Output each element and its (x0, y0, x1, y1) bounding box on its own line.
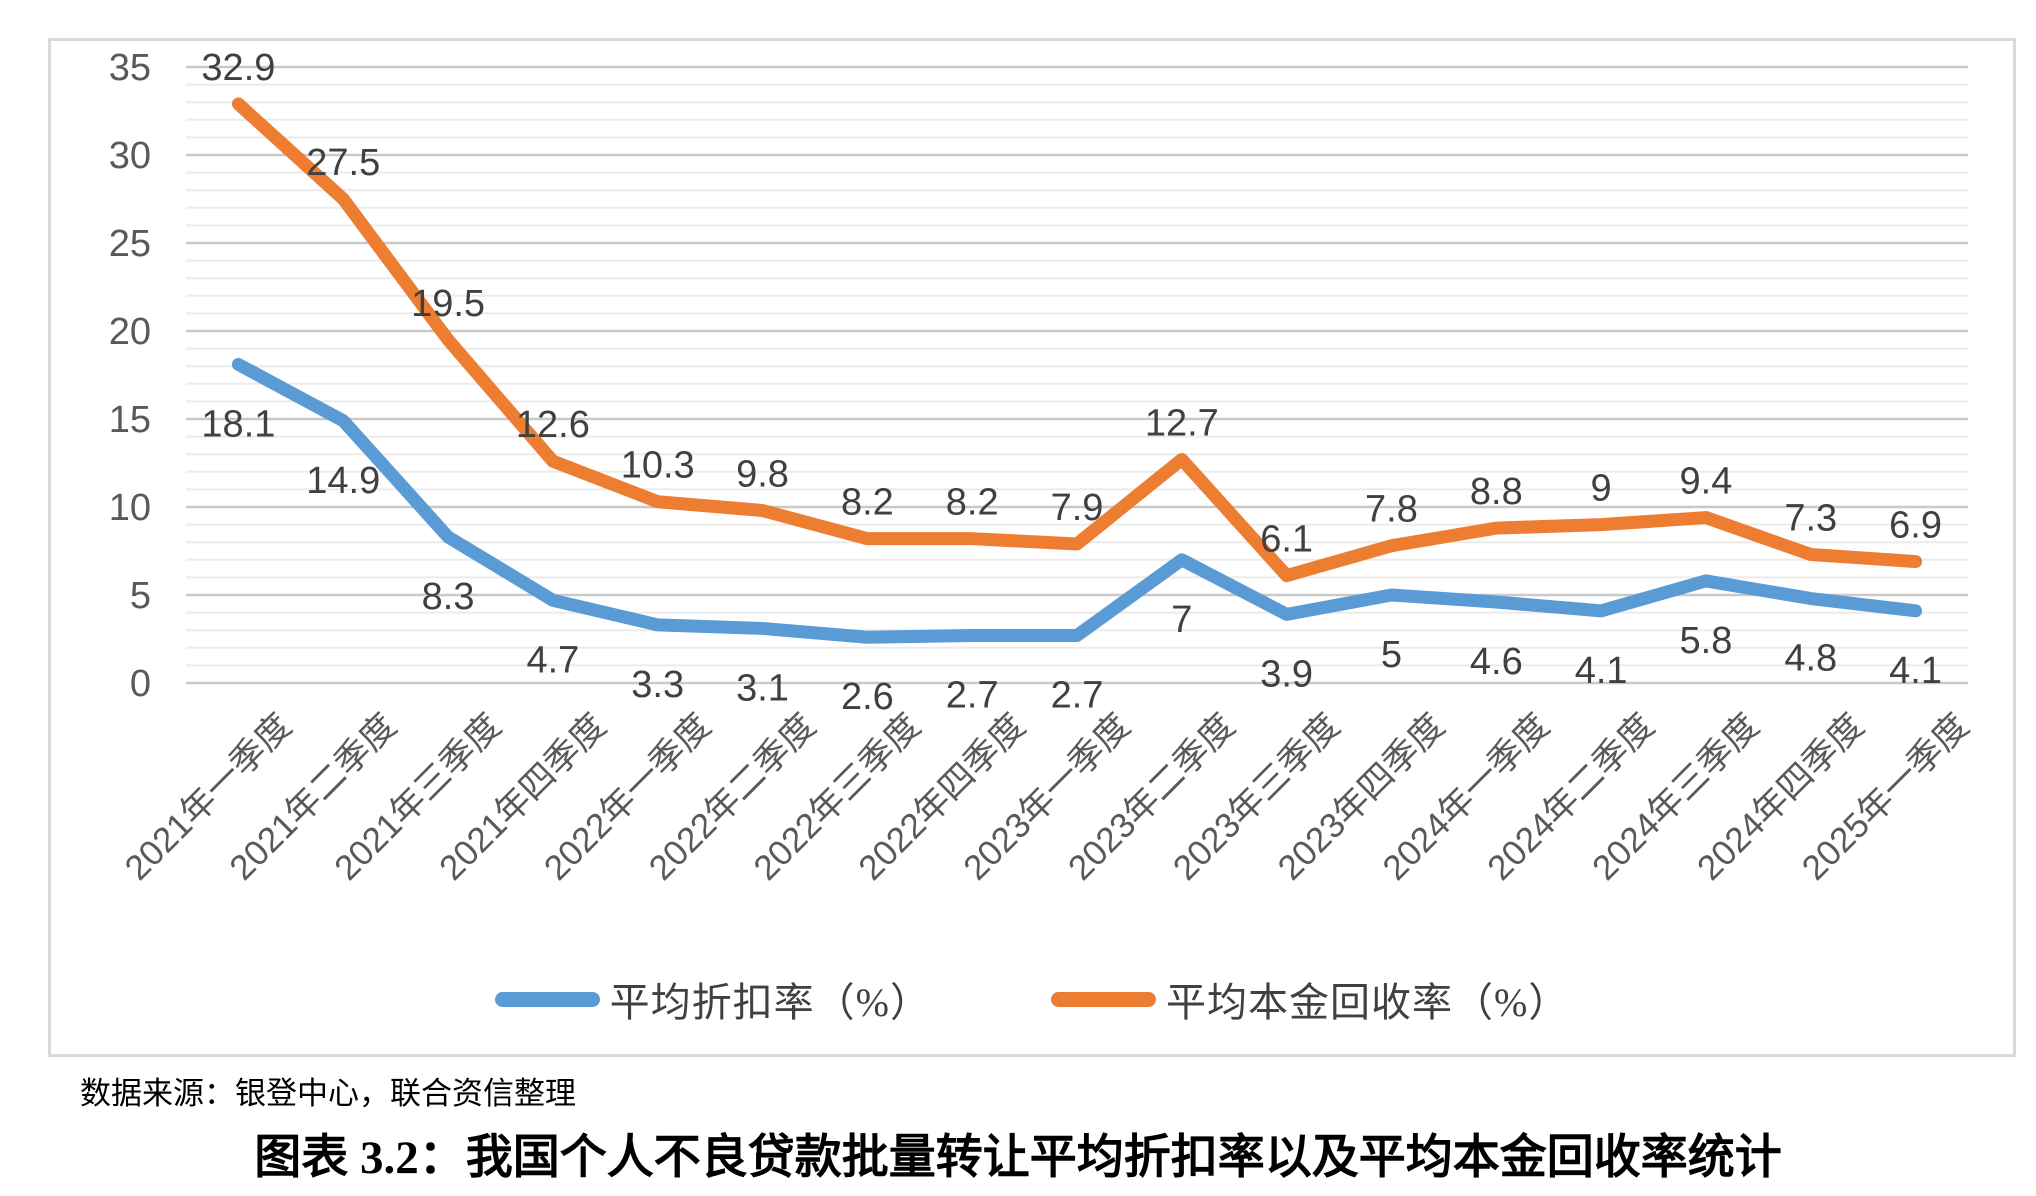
legend-swatch-discount-rate (494, 991, 600, 1007)
data-label-discount-rate: 4.8 (1784, 638, 1837, 680)
y-tick-label: 35 (109, 47, 151, 89)
data-label-principal-recovery-rate: 32.9 (201, 47, 275, 89)
legend-swatch-principal-recovery-rate (1051, 991, 1156, 1007)
y-tick-label: 5 (130, 575, 151, 617)
y-tick-label: 30 (109, 135, 151, 177)
y-tick-label: 25 (109, 223, 151, 265)
data-label-principal-recovery-rate: 12.7 (1145, 402, 1219, 444)
y-tick-label: 0 (130, 663, 151, 705)
data-label-discount-rate: 2.6 (841, 676, 894, 718)
data-label-discount-rate: 8.3 (422, 576, 475, 618)
chart-frame: 0 5 10 15 20 25 30 35 2021年一季度 2021年二季度 2021年三季度 20… (48, 38, 2016, 1057)
data-label-discount-rate: 5.8 (1680, 620, 1733, 662)
data-label-principal-recovery-rate: 19.5 (411, 283, 485, 325)
data-label-discount-rate: 2.7 (1051, 674, 1104, 716)
data-label-principal-recovery-rate: 12.6 (516, 404, 590, 446)
data-label-principal-recovery-rate: 9.8 (736, 454, 789, 496)
data-label-discount-rate: 14.9 (306, 460, 380, 502)
data-label-principal-recovery-rate: 8.8 (1470, 471, 1523, 513)
chart-caption: 图表 3.2：我国个人不良贷款批量转让平均折扣率以及平均本金回收率统计 (254, 1132, 1782, 1184)
data-label-discount-rate: 4.1 (1575, 650, 1628, 692)
data-label-principal-recovery-rate: 7.9 (1051, 487, 1104, 529)
y-tick-label: 15 (109, 399, 151, 441)
legend-item-principal-recovery-rate: 平均本金回收率（%） (1051, 970, 1569, 1028)
data-label-principal-recovery-rate: 7.8 (1365, 489, 1418, 531)
data-label-principal-recovery-rate: 7.3 (1784, 498, 1837, 540)
data-label-principal-recovery-rate: 8.2 (946, 482, 999, 524)
chart-legend: 平均折扣率（%） 平均本金回收率（%） (51, 970, 2013, 1028)
data-label-discount-rate: 2.7 (946, 674, 999, 716)
line-chart-plot: 051015202530352021年一季度2021年二季度2021年三季度20… (109, 47, 1977, 888)
y-tick-label: 20 (109, 311, 151, 353)
legend-item-discount-rate: 平均折扣率（%） (494, 970, 931, 1028)
data-label-principal-recovery-rate: 9 (1591, 468, 1612, 510)
data-label-principal-recovery-rate: 10.3 (621, 445, 695, 487)
data-label-principal-recovery-rate: 27.5 (306, 142, 380, 184)
source-note: 数据来源：银登中心，联合资信整理 (80, 1076, 576, 1111)
data-label-discount-rate: 18.1 (201, 403, 275, 445)
data-label-discount-rate: 4.6 (1470, 641, 1523, 683)
data-label-discount-rate: 5 (1381, 634, 1402, 676)
data-label-discount-rate: 4.7 (526, 639, 579, 681)
y-tick-label: 10 (109, 487, 151, 529)
data-label-principal-recovery-rate: 6.9 (1889, 505, 1942, 547)
data-label-discount-rate: 3.1 (736, 667, 789, 709)
legend-label-principal-recovery-rate: 平均本金回收率（%） (1166, 980, 1570, 1025)
data-label-principal-recovery-rate: 8.2 (841, 482, 894, 524)
data-label-discount-rate: 3.9 (1260, 653, 1313, 695)
data-label-discount-rate: 4.1 (1889, 650, 1942, 692)
legend-label-discount-rate: 平均折扣率（%） (609, 980, 931, 1025)
series-line-principal-recovery-rate (231, 97, 1923, 583)
data-label-discount-rate: 7 (1171, 599, 1192, 641)
data-label-principal-recovery-rate: 9.4 (1680, 461, 1733, 503)
data-label-principal-recovery-rate: 6.1 (1260, 519, 1313, 561)
series-line-discount-rate (231, 357, 1923, 644)
data-label-discount-rate: 3.3 (631, 664, 684, 706)
